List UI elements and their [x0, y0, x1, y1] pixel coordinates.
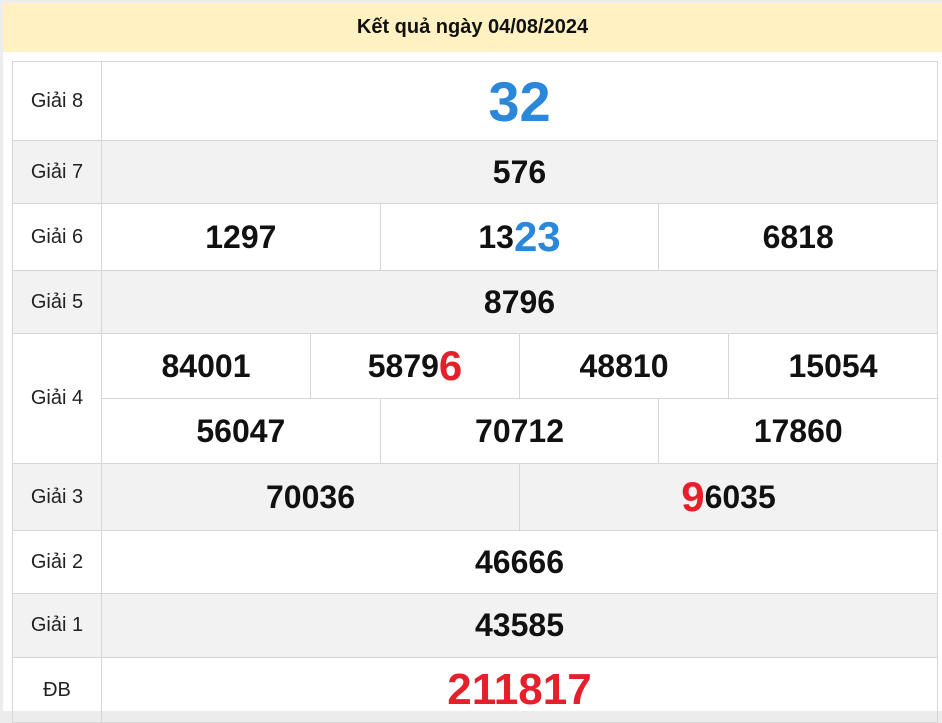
prize-number: 1297 — [102, 204, 380, 270]
prize-numbers: 43585 — [101, 593, 938, 658]
number-digits: 13 — [478, 218, 514, 255]
number-digits: 56047 — [196, 412, 286, 449]
prize-row: Giải 7 576 — [12, 140, 938, 204]
number-digits: 6818 — [762, 218, 834, 255]
prize-label: Giải 4 — [12, 333, 102, 464]
prize-numbers: 70036 9 6035 — [101, 463, 938, 531]
prize-label: Giải 7 — [12, 140, 102, 204]
number-digits: 5879 — [367, 347, 439, 384]
prize-row: Giải 1 43585 — [12, 593, 938, 658]
prize-label: Giải 1 — [12, 593, 102, 658]
prize-row: Giải 4 84001 5879 6 48810 15054 56047 70712 1786… — [12, 333, 938, 464]
number-digits: 48810 — [579, 347, 669, 384]
number-digits: 70036 — [266, 478, 355, 515]
prize-row: Giải 2 46666 — [12, 530, 938, 594]
prize-number: 84001 — [102, 334, 310, 398]
prize-number: 32 — [102, 62, 937, 140]
number-digits: 43585 — [475, 607, 564, 643]
prize-number: 576 — [102, 141, 937, 203]
prize-label: Giải 2 — [12, 530, 102, 594]
prize-numbers: 1297 13 23 6818 — [101, 203, 938, 271]
results-header: Kết quả ngày 04/08/2024 — [3, 3, 942, 52]
prize-label: Giải 8 — [12, 61, 102, 141]
number-digits: 8796 — [483, 283, 556, 320]
number-digits: 15054 — [788, 347, 878, 384]
prize-numbers: 84001 5879 6 48810 15054 56047 70712 17860 — [101, 333, 938, 464]
prize-number: 48810 — [519, 334, 728, 398]
prize-label: Giải 3 — [12, 463, 102, 531]
number-digits: 46666 — [475, 543, 564, 580]
prize-number: 15054 — [728, 334, 937, 398]
prize-number: 43585 — [102, 594, 937, 657]
number-digits: 17860 — [753, 412, 843, 449]
results-table: Giải 8 32 Giải 7 576 Giải 6 1297 13 23 6818 Giải … — [12, 61, 938, 723]
prize-row: Giải 6 1297 13 23 6818 — [12, 203, 938, 271]
number-digits: 576 — [492, 153, 547, 190]
number-digits: 84001 — [161, 347, 251, 384]
prize-numbers: 32 — [101, 61, 938, 141]
results-title: Kết quả ngày 04/08/2024 — [356, 16, 589, 38]
prize-number: 70036 — [102, 464, 519, 530]
prize-numbers: 8796 — [101, 270, 938, 334]
prize-row: Giải 5 8796 — [12, 270, 938, 334]
highlighted-digits: 6 — [438, 342, 463, 389]
prize-label: Giải 5 — [12, 270, 102, 334]
prize-numbers: 576 — [101, 140, 938, 204]
prize-number: 56047 — [102, 399, 380, 463]
prize-row: ĐB 211817 — [12, 657, 938, 723]
prize-number: 46666 — [102, 531, 937, 593]
prize-number: 6818 — [658, 204, 937, 270]
highlighted-digits: 211817 — [447, 665, 592, 714]
number-digits: 70712 — [475, 412, 564, 449]
prize-label: ĐB — [12, 657, 102, 723]
prize-number: 70712 — [379, 399, 659, 463]
highlighted-digits: 32 — [488, 69, 551, 133]
prize-number: 211817 — [102, 658, 937, 722]
prize-row: Giải 8 32 — [12, 61, 938, 141]
prize-number: 13 23 — [379, 204, 659, 270]
prize-number: 9 6035 — [519, 464, 937, 530]
prize-row: Giải 3 70036 9 6035 — [12, 463, 938, 531]
prize-number: 8796 — [102, 271, 937, 333]
prize-number: 5879 6 — [310, 334, 519, 398]
highlighted-digits: 23 — [513, 213, 561, 260]
prize-numbers: 46666 — [101, 530, 938, 594]
prize-number: 17860 — [658, 399, 937, 463]
prize-numbers: 211817 — [101, 657, 938, 723]
prize-label: Giải 6 — [12, 203, 102, 271]
number-digits: 1297 — [205, 218, 277, 255]
results-panel: Kết quả ngày 04/08/2024 Giải 8 32 Giải 7 57… — [3, 3, 942, 723]
highlighted-digits: 9 — [681, 473, 705, 520]
number-digits: 6035 — [704, 478, 776, 515]
